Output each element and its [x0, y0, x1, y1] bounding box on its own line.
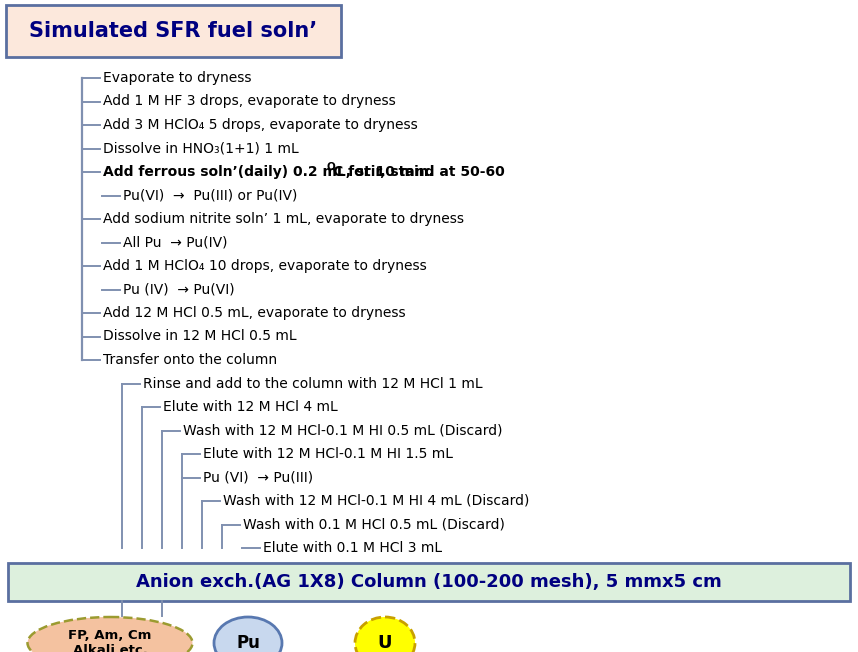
Text: Elute with 0.1 M HCl 3 mL: Elute with 0.1 M HCl 3 mL	[263, 541, 442, 555]
Text: Add 1 M HClO₄ 10 drops, evaporate to dryness: Add 1 M HClO₄ 10 drops, evaporate to dry…	[103, 259, 426, 273]
Text: Elute with 12 M HCl 4 mL: Elute with 12 M HCl 4 mL	[163, 400, 338, 414]
Text: Add sodium nitrite soln’ 1 mL, evaporate to dryness: Add sodium nitrite soln’ 1 mL, evaporate…	[103, 212, 464, 226]
Text: Elute with 12 M HCl-0.1 M HI 1.5 mL: Elute with 12 M HCl-0.1 M HI 1.5 mL	[203, 447, 453, 461]
Text: Simulated SFR fuel soln’: Simulated SFR fuel soln’	[29, 21, 317, 41]
Ellipse shape	[355, 617, 415, 652]
Text: Wash with 0.1 M HCl 0.5 mL (Discard): Wash with 0.1 M HCl 0.5 mL (Discard)	[243, 518, 505, 531]
Text: C for 10 min.: C for 10 min.	[333, 165, 434, 179]
Text: Dissolve in 12 M HCl 0.5 mL: Dissolve in 12 M HCl 0.5 mL	[103, 329, 297, 344]
Text: Wash with 12 M HCl-0.1 M HI 4 mL (Discard): Wash with 12 M HCl-0.1 M HI 4 mL (Discar…	[223, 494, 529, 508]
Text: Anion exch.(AG 1X8) Column (100-200 mesh), 5 mmx5 cm: Anion exch.(AG 1X8) Column (100-200 mesh…	[136, 573, 722, 591]
Text: Add 3 M HClO₄ 5 drops, evaporate to dryness: Add 3 M HClO₄ 5 drops, evaporate to dryn…	[103, 118, 418, 132]
Text: Wash with 12 M HCl-0.1 M HI 0.5 mL (Discard): Wash with 12 M HCl-0.1 M HI 0.5 mL (Disc…	[183, 424, 503, 437]
Text: Add 1 M HF 3 drops, evaporate to dryness: Add 1 M HF 3 drops, evaporate to dryness	[103, 95, 396, 108]
Text: Add ferrous soln’(daily) 0.2 mL, stir, stand at 50-60: Add ferrous soln’(daily) 0.2 mL, stir, s…	[103, 165, 505, 179]
Text: Pu (IV)  → Pu(VI): Pu (IV) → Pu(VI)	[123, 282, 234, 297]
Text: Pu (VI)  → Pu(III): Pu (VI) → Pu(III)	[203, 471, 313, 484]
Text: Dissolve in HNO₃(1+1) 1 mL: Dissolve in HNO₃(1+1) 1 mL	[103, 141, 299, 155]
Text: Transfer onto the column: Transfer onto the column	[103, 353, 277, 367]
Text: All Pu  → Pu(IV): All Pu → Pu(IV)	[123, 235, 227, 250]
Ellipse shape	[27, 617, 192, 652]
Text: Pu: Pu	[236, 634, 260, 652]
Text: Pu(VI)  →  Pu(III) or Pu(IV): Pu(VI) → Pu(III) or Pu(IV)	[123, 188, 298, 203]
FancyBboxPatch shape	[8, 563, 850, 601]
Text: U: U	[378, 634, 392, 652]
Text: FP, Am, Cm
Alkali etc.: FP, Am, Cm Alkali etc.	[69, 629, 152, 652]
Text: Rinse and add to the column with 12 M HCl 1 mL: Rinse and add to the column with 12 M HC…	[143, 376, 482, 391]
Ellipse shape	[214, 617, 282, 652]
Text: O: O	[326, 162, 335, 172]
Text: Add 12 M HCl 0.5 mL, evaporate to dryness: Add 12 M HCl 0.5 mL, evaporate to drynes…	[103, 306, 406, 320]
Text: Evaporate to dryness: Evaporate to dryness	[103, 71, 251, 85]
FancyBboxPatch shape	[6, 5, 341, 57]
